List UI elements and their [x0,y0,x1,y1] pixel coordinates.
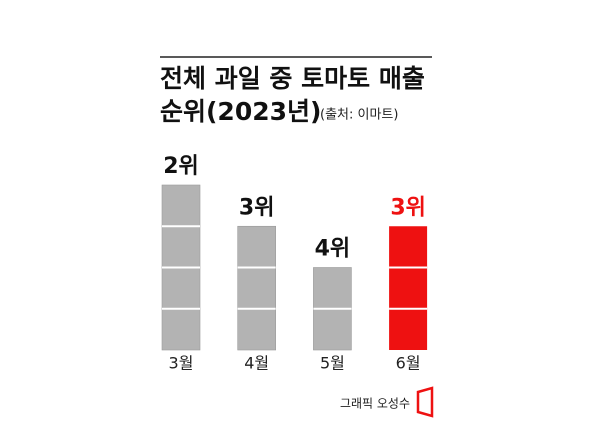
bar [237,225,276,351]
chart-title: 전체 과일 중 토마토 매출 [160,64,425,93]
value-label: 4위 [315,237,351,262]
credit: 그래픽 오성수 [340,397,410,411]
logo [416,386,434,418]
chart-title: 순위(2023년) [160,97,321,126]
x-tick-label: 3월 [169,354,194,373]
x-tick-label: 5월 [320,354,345,373]
value-label: 3위 [239,195,275,220]
value-label: 2위 [163,154,199,179]
bar [389,226,428,350]
value-label: 3위 [390,195,426,220]
x-tick-label: 4월 [244,354,269,373]
x-tick-label: 6월 [396,354,421,373]
source: (출처: 이마트) [320,108,398,123]
